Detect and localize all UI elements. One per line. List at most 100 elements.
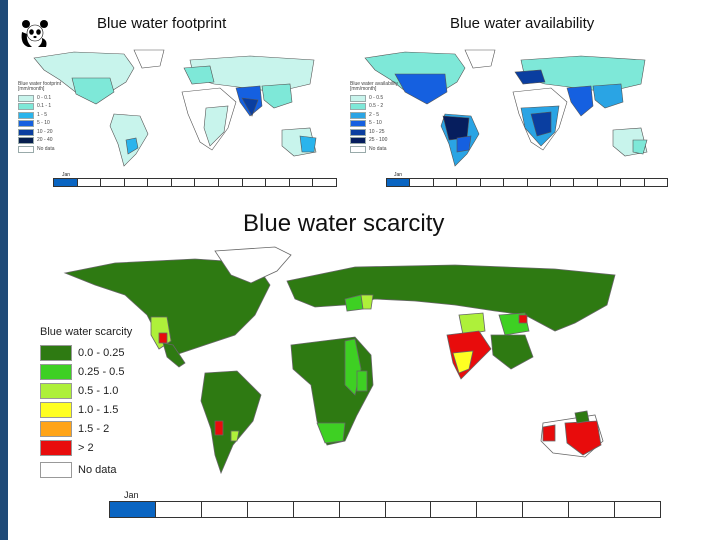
legend-item: 1.0 - 1.5 [40, 400, 132, 419]
legend-swatch [40, 382, 72, 399]
legend-label: 10 - 25 [369, 128, 385, 135]
availability-timeline-label: Jan [394, 172, 403, 178]
month-cell[interactable] [219, 179, 243, 186]
scarcity-legend: Blue water scarcity 0.0 - 0.25 0.25 - 0.… [40, 326, 132, 479]
legend-item: 2 - 5 [350, 111, 410, 120]
month-cell[interactable] [431, 502, 478, 517]
month-cell[interactable] [433, 179, 458, 186]
scarcity-month-timeline[interactable] [109, 501, 661, 518]
month-cell-jan[interactable] [110, 502, 156, 517]
availability-legend: Blue water availability [mm/month] 0 - 0… [350, 82, 410, 154]
legend-label: 2 - 5 [369, 111, 380, 118]
legend-swatch [40, 420, 72, 437]
panda-logo-icon [21, 20, 48, 47]
legend-swatch [40, 363, 72, 380]
legend-item: 1.5 - 2 [40, 419, 132, 438]
legend-label: 0.25 - 0.5 [78, 365, 125, 378]
legend-swatch [18, 94, 34, 102]
month-cell[interactable] [171, 179, 196, 186]
scarcity-world-map [63, 246, 616, 475]
legend-item: 0.1 - 1 [18, 103, 78, 112]
month-cell[interactable] [155, 502, 202, 517]
legend-item: No data [40, 460, 132, 479]
month-cell[interactable] [339, 502, 386, 517]
month-cell-jan[interactable] [387, 179, 411, 186]
availability-month-timeline[interactable] [386, 178, 668, 187]
legend-label: 5 - 10 [37, 120, 50, 127]
legend-swatch [40, 344, 72, 361]
month-cell[interactable] [410, 179, 434, 186]
month-cell[interactable] [148, 179, 172, 186]
month-cell[interactable] [124, 179, 149, 186]
legend-swatch [350, 128, 366, 136]
legend-label: No data [37, 145, 55, 152]
footprint-month-timeline[interactable] [53, 178, 337, 187]
month-cell[interactable] [477, 502, 524, 517]
month-cell[interactable] [644, 179, 668, 186]
legend-label: 0 - 0.1 [37, 94, 52, 101]
month-cell[interactable] [523, 502, 570, 517]
month-cell[interactable] [201, 502, 248, 517]
legend-item: No data [350, 145, 410, 154]
legend-swatch [40, 461, 72, 478]
month-cell[interactable] [77, 179, 102, 186]
month-cell[interactable] [550, 179, 575, 186]
legend-label: 1 - 5 [37, 111, 48, 118]
month-cell[interactable] [195, 179, 220, 186]
month-cell[interactable] [385, 502, 432, 517]
legend-swatch [350, 145, 366, 153]
month-cell[interactable] [289, 179, 314, 186]
month-cell[interactable] [293, 502, 340, 517]
legend-swatch [350, 120, 366, 128]
legend-swatch [350, 94, 366, 102]
month-cell[interactable] [313, 179, 336, 186]
legend-swatch [18, 128, 34, 136]
legend-label: 25 - 100 [369, 137, 388, 144]
month-cell[interactable] [480, 179, 505, 186]
legend-label: No data [369, 145, 387, 152]
legend-swatch [18, 145, 34, 153]
legend-item: 0.5 - 1.0 [40, 381, 132, 400]
footprint-title: Blue water footprint [97, 15, 227, 32]
month-cell[interactable] [597, 179, 622, 186]
month-cell[interactable] [242, 179, 267, 186]
legend-title: Blue water footprint [mm/month] [18, 81, 62, 92]
legend-label: 5 - 10 [369, 120, 382, 127]
legend-swatch [18, 137, 34, 145]
legend-item: 5 - 10 [350, 120, 410, 129]
footprint-legend: Blue water footprint [mm/month] 0 - 0.1 … [18, 82, 78, 154]
legend-title: Blue water scarcity [40, 326, 133, 338]
slide-accent-bar [0, 0, 8, 540]
legend-label: No data [78, 463, 117, 476]
month-cell[interactable] [621, 179, 645, 186]
legend-item: 0 - 0.1 [18, 94, 78, 103]
legend-item: 0.25 - 0.5 [40, 362, 132, 381]
legend-swatch [40, 401, 72, 418]
legend-swatch [350, 137, 366, 145]
legend-item: 0 - 0.5 [350, 94, 410, 103]
month-cell[interactable] [247, 502, 294, 517]
month-cell[interactable] [615, 502, 661, 517]
month-cell[interactable] [504, 179, 528, 186]
month-cell[interactable] [527, 179, 551, 186]
month-cell-jan[interactable] [54, 179, 78, 186]
legend-label: > 2 [78, 441, 94, 454]
legend-item: 0.0 - 0.25 [40, 343, 132, 362]
month-cell[interactable] [457, 179, 481, 186]
month-cell[interactable] [574, 179, 598, 186]
availability-world-map [364, 49, 648, 167]
legend-item: 0.5 - 2 [350, 103, 410, 112]
legend-swatch [350, 103, 366, 111]
legend-label: 0.5 - 2 [369, 103, 384, 110]
availability-title: Blue water availability [450, 15, 595, 32]
month-cell[interactable] [569, 502, 616, 517]
footprint-world-map [33, 49, 317, 167]
legend-swatch [18, 103, 34, 111]
month-cell[interactable] [101, 179, 125, 186]
month-cell[interactable] [266, 179, 290, 186]
legend-label: 0 - 0.5 [369, 94, 384, 101]
legend-swatch [40, 439, 72, 456]
legend-swatch [18, 120, 34, 128]
legend-item: No data [18, 145, 78, 154]
scarcity-timeline-label: Jan [124, 490, 139, 500]
